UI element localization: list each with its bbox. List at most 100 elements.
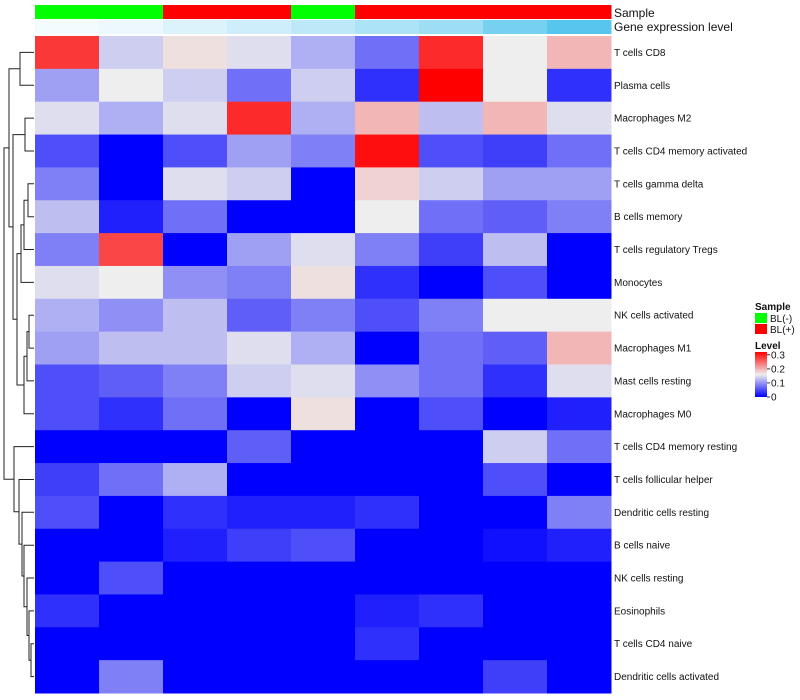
heatmap-cell: [227, 627, 292, 661]
heatmap-cell: [99, 528, 164, 563]
heatmap-cell: [163, 495, 228, 530]
heatmap-cell: [227, 495, 292, 530]
heatmap-cell: [99, 364, 164, 398]
heatmap-cell: [227, 331, 292, 365]
dendrogram-branch: [30, 643, 34, 678]
heatmap-cell: [355, 430, 420, 464]
heatmap-cell: [291, 561, 356, 595]
heatmap-cell: [547, 233, 612, 267]
heatmap-cell: [227, 463, 292, 497]
heatmap-cell: [419, 627, 484, 661]
heatmap-cell: [227, 594, 292, 628]
heatmap-cell: [227, 364, 292, 398]
heatmap-cell: [163, 463, 228, 497]
sample-annotation-cell: [355, 5, 420, 19]
gene-expression-annotation-cell: [355, 20, 420, 34]
heatmap-cell: [419, 101, 484, 136]
row-label: Macrophages M1: [614, 344, 692, 355]
heatmap-cell: [547, 660, 612, 694]
heatmap-cell: [35, 594, 100, 628]
gene-expression-annotation-cell: [227, 20, 292, 34]
heatmap-cell: [35, 561, 100, 595]
heatmap-cell: [419, 561, 484, 595]
heatmap-cell: [163, 528, 228, 563]
row-label: T cells follicular helper: [614, 475, 713, 486]
heatmap-cell: [163, 68, 228, 103]
dendrogram-branch: [26, 331, 34, 382]
heatmap-cell: [547, 627, 612, 661]
heatmap-cell: [419, 265, 484, 300]
legend-tick-label: 0.2: [771, 364, 785, 375]
heatmap-cell: [227, 167, 292, 201]
heatmap-cell: [291, 495, 356, 530]
heatmap-cell: [163, 594, 228, 628]
sample-annotation-track: [35, 5, 612, 19]
heatmap-cell: [419, 134, 484, 168]
sample-annotation-cell: [419, 5, 484, 19]
heatmap-cell: [35, 68, 100, 103]
heatmap-cell: [483, 594, 548, 628]
heatmap-cell: [163, 627, 228, 661]
legend-level-title: Level: [755, 341, 781, 352]
heatmap-cell: [483, 233, 548, 267]
gene-expression-annotation-cell: [163, 20, 228, 34]
heatmap-cell: [163, 298, 228, 333]
heatmap-cell: [483, 561, 548, 595]
heatmap-cell: [355, 331, 420, 365]
legend-tick-label: 0: [771, 393, 777, 404]
heatmap-cell: [99, 660, 164, 694]
heatmap-cell: [355, 364, 420, 398]
heatmap-cell: [547, 463, 612, 497]
heatmap-cells: [35, 36, 612, 694]
heatmap-cell: [35, 167, 100, 201]
heatmap-cell: [419, 528, 484, 563]
heatmap-cell: [35, 463, 100, 497]
heatmap-cell: [163, 36, 228, 70]
heatmap-cell: [227, 36, 292, 70]
heatmap-cell: [163, 364, 228, 398]
heatmap-cell: [419, 430, 484, 464]
heatmap-cell: [291, 233, 356, 267]
heatmap-cell: [99, 430, 164, 464]
heatmap-cell: [483, 364, 548, 398]
heatmap-cell: [419, 298, 484, 333]
heatmap-cell: [291, 298, 356, 333]
heatmap-cell: [291, 134, 356, 168]
heatmap-cell: [483, 495, 548, 530]
heatmap-cell: [483, 68, 548, 103]
heatmap-cell: [35, 627, 100, 661]
legend-swatch-bl-minus: [755, 313, 767, 323]
dendrogram-branch: [28, 314, 34, 349]
heatmap-cell: [163, 167, 228, 201]
gene-expression-annotation-cell: [483, 20, 548, 34]
row-label: Eosinophils: [614, 606, 665, 617]
heatmap-cell: [99, 594, 164, 628]
heatmap-cell: [291, 265, 356, 300]
row-label: T cells CD4 memory resting: [614, 442, 737, 453]
heatmap-cell: [291, 167, 356, 201]
heatmap-cell: [227, 265, 292, 300]
dendrogram-branch: [23, 544, 34, 608]
row-label: T cells CD8: [614, 48, 666, 59]
row-label: Monocytes: [614, 278, 662, 289]
heatmap-cell: [483, 331, 548, 365]
heatmap-cell: [483, 167, 548, 201]
heatmap-cell: [547, 36, 612, 70]
legend-tick-label: 0.1: [771, 378, 785, 389]
heatmap-cell: [547, 265, 612, 300]
gene-expression-annotation-cell: [419, 20, 484, 34]
heatmap-cell: [35, 660, 100, 694]
heatmap-cell: [291, 528, 356, 563]
legend-label-bl-minus: BL(-): [770, 314, 792, 325]
heatmap-cell: [355, 68, 420, 103]
heatmap-cell: [483, 528, 548, 563]
sample-annotation-cell: [547, 5, 612, 19]
gene-expression-annotation-cell: [291, 20, 356, 34]
heatmap-cell: [163, 134, 228, 168]
row-label: Dendritic cells activated: [614, 672, 719, 683]
heatmap-cell: [35, 495, 100, 530]
row-label: Plasma cells: [614, 81, 670, 92]
heatmap-cell: [99, 265, 164, 300]
heatmap-cell: [35, 430, 100, 464]
legend: Sample BL(-) BL(+) Level 0.3 0.2 0.1 0: [755, 302, 795, 404]
